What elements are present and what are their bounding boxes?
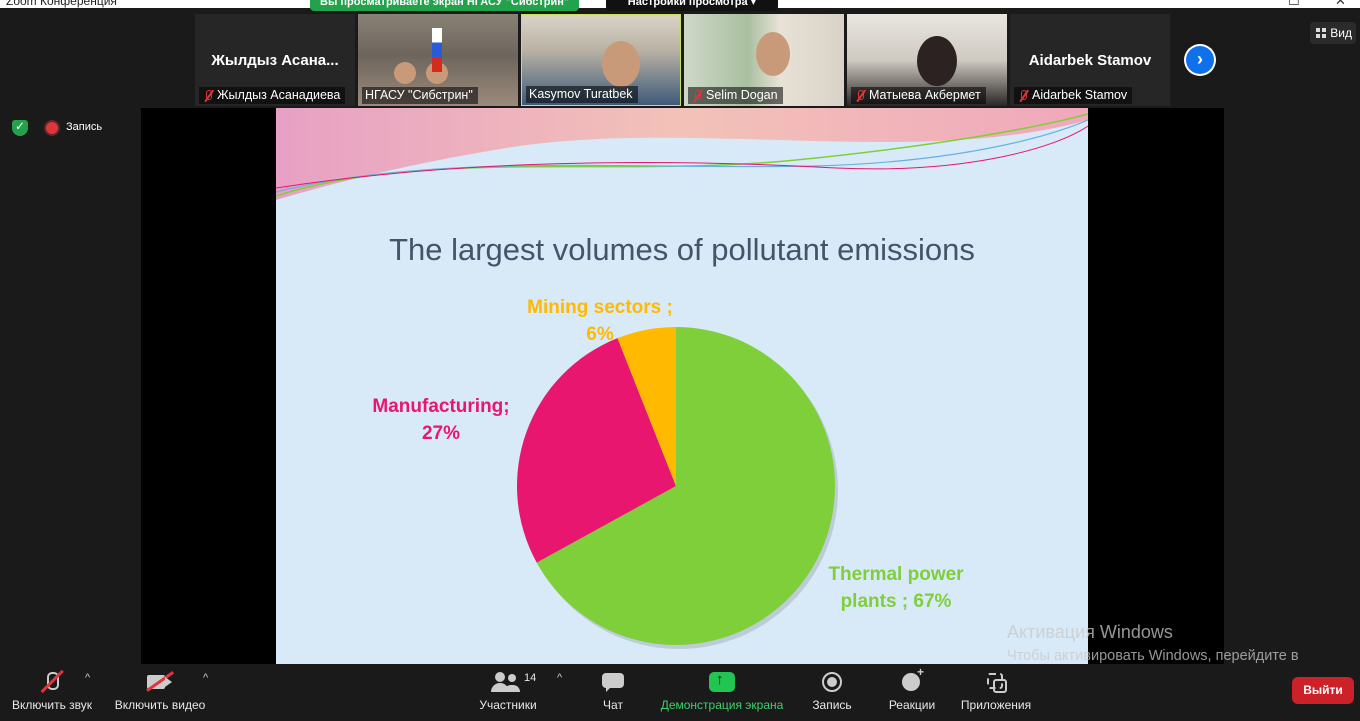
apps-icon (984, 670, 1008, 694)
participant-tile[interactable]: Selim Dogan (684, 14, 844, 106)
participant-big-name: Aidarbek Stamov (1028, 52, 1152, 69)
video-person (394, 62, 416, 84)
slice-label-line: 6% (586, 324, 614, 345)
participant-name: Матыева Акбермет (869, 88, 981, 102)
pie-chart (517, 327, 838, 649)
view-settings-button[interactable]: Настройки просмотра ▾ (606, 0, 778, 11)
participant-tile[interactable]: Жылдыз Асана... Жылдыз Асанадиева (195, 14, 355, 106)
apps-button[interactable]: Приложения (956, 670, 1036, 712)
sharing-banner-text: Вы просматриваете экран НГАСУ "Сибстрин" (320, 0, 570, 8)
mic-muted-icon (691, 89, 703, 102)
view-button-label: Вид (1330, 26, 1352, 40)
chat-button[interactable]: Чат (590, 670, 636, 712)
participant-label: Kasymov Turatbek (526, 86, 638, 103)
participant-label: Selim Dogan (688, 87, 783, 104)
pie-slice-mining-sectors (617, 327, 676, 486)
participants-button[interactable]: Участники (476, 670, 540, 712)
start-video-button[interactable]: Включить видео (112, 670, 208, 712)
participant-label: НГАСУ "Сибстрин" (362, 87, 478, 104)
participant-tile[interactable]: Aidarbek Stamov Aidarbek Stamov (1010, 14, 1170, 106)
meeting-toolbar (0, 666, 1360, 721)
grid-icon (1316, 28, 1326, 38)
chevron-up-icon[interactable]: ^ (85, 672, 91, 684)
chevron-up-icon[interactable]: ^ (557, 672, 563, 684)
record-icon (821, 670, 843, 694)
participant-tile-active[interactable]: Kasymov Turatbek (521, 14, 681, 106)
reactions-icon (899, 665, 925, 694)
unmute-label: Включить звук (11, 698, 93, 712)
record-indicator-icon (46, 122, 58, 134)
slice-label-thermal: Thermal power plants ; 67% (806, 561, 986, 615)
participants-label: Участники (479, 698, 537, 712)
window-title: Zoom Конференция (6, 0, 117, 8)
slide-title: The largest volumes of pollutant emissio… (389, 232, 975, 267)
video-person (756, 32, 790, 76)
video-person (602, 41, 640, 87)
view-button[interactable]: Вид (1310, 22, 1356, 44)
record-label: Запись (812, 698, 852, 712)
minimize-icon[interactable]: ☐ (1288, 0, 1300, 8)
participant-big-name: Жылдыз Асана... (211, 52, 339, 69)
share-screen-button[interactable]: Демонстрация экрана (658, 670, 786, 712)
reactions-label: Реакции (888, 698, 936, 712)
slice-label-line: Thermal power (828, 564, 964, 585)
participant-name: Жылдыз Асанадиева (217, 88, 341, 102)
participant-tile[interactable]: НГАСУ "Сибстрин" (358, 14, 518, 106)
video-off-icon (145, 670, 175, 694)
slide-header-decoration (276, 108, 1088, 200)
mic-muted-icon (39, 670, 65, 694)
close-icon[interactable]: ✕ (1335, 0, 1346, 8)
chat-icon (601, 670, 625, 694)
slice-label-line: Manufacturing; (372, 396, 510, 417)
record-button[interactable]: Запись (806, 670, 858, 712)
chevron-up-icon[interactable]: ^ (203, 672, 209, 684)
start-video-label: Включить видео (114, 698, 206, 712)
participant-label: Жылдыз Асанадиева (199, 87, 346, 104)
participant-tile[interactable]: Матыева Акбермет (847, 14, 1007, 106)
share-screen-icon (709, 670, 735, 694)
shield-icon[interactable] (12, 119, 28, 136)
next-participants-button[interactable]: › (1184, 44, 1216, 76)
participant-label: Матыева Акбермет (851, 87, 986, 104)
participant-name: Selim Dogan (706, 88, 778, 102)
slice-label-line: plants ; 67% (840, 591, 952, 612)
mic-muted-icon (202, 89, 214, 102)
chat-label: Чат (603, 698, 623, 712)
recording-label: Запись (66, 121, 103, 133)
video-person (917, 36, 957, 86)
apps-label: Приложения (960, 698, 1032, 712)
sharing-banner: Вы просматриваете экран НГАСУ "Сибстрин" (310, 0, 580, 11)
reactions-button[interactable]: Реакции (884, 665, 940, 712)
unmute-button[interactable]: Включить звук (8, 670, 96, 712)
presentation-slide: The largest volumes of pollutant emissio… (276, 108, 1088, 664)
participants-icon (491, 670, 525, 694)
participants-count: 14 (524, 672, 537, 684)
pie-slice-manufacturing (517, 338, 676, 563)
slice-label-mining: Mining sectors ; 6% (502, 294, 698, 348)
mic-muted-icon (1017, 89, 1029, 102)
mic-muted-icon (854, 89, 866, 102)
participant-name: НГАСУ "Сибстрин" (365, 88, 473, 102)
slice-label-line: Mining sectors ; (527, 297, 673, 318)
windows-activation-title: Активация Windows (1007, 622, 1173, 642)
participant-name: Aidarbek Stamov (1032, 88, 1128, 102)
chevron-right-icon: › (1186, 46, 1214, 74)
leave-button[interactable]: Выйти (1292, 677, 1354, 704)
slice-label-manufacturing: Manufacturing; 27% (356, 393, 526, 447)
flag-image (432, 28, 442, 72)
participant-name: Kasymov Turatbek (529, 87, 633, 101)
participant-label: Aidarbek Stamov (1014, 87, 1133, 104)
video-person (426, 62, 448, 84)
pie-slice-thermal-power-plants (536, 327, 836, 645)
slice-label-line: 27% (421, 423, 461, 444)
share-screen-label: Демонстрация экрана (660, 698, 784, 712)
